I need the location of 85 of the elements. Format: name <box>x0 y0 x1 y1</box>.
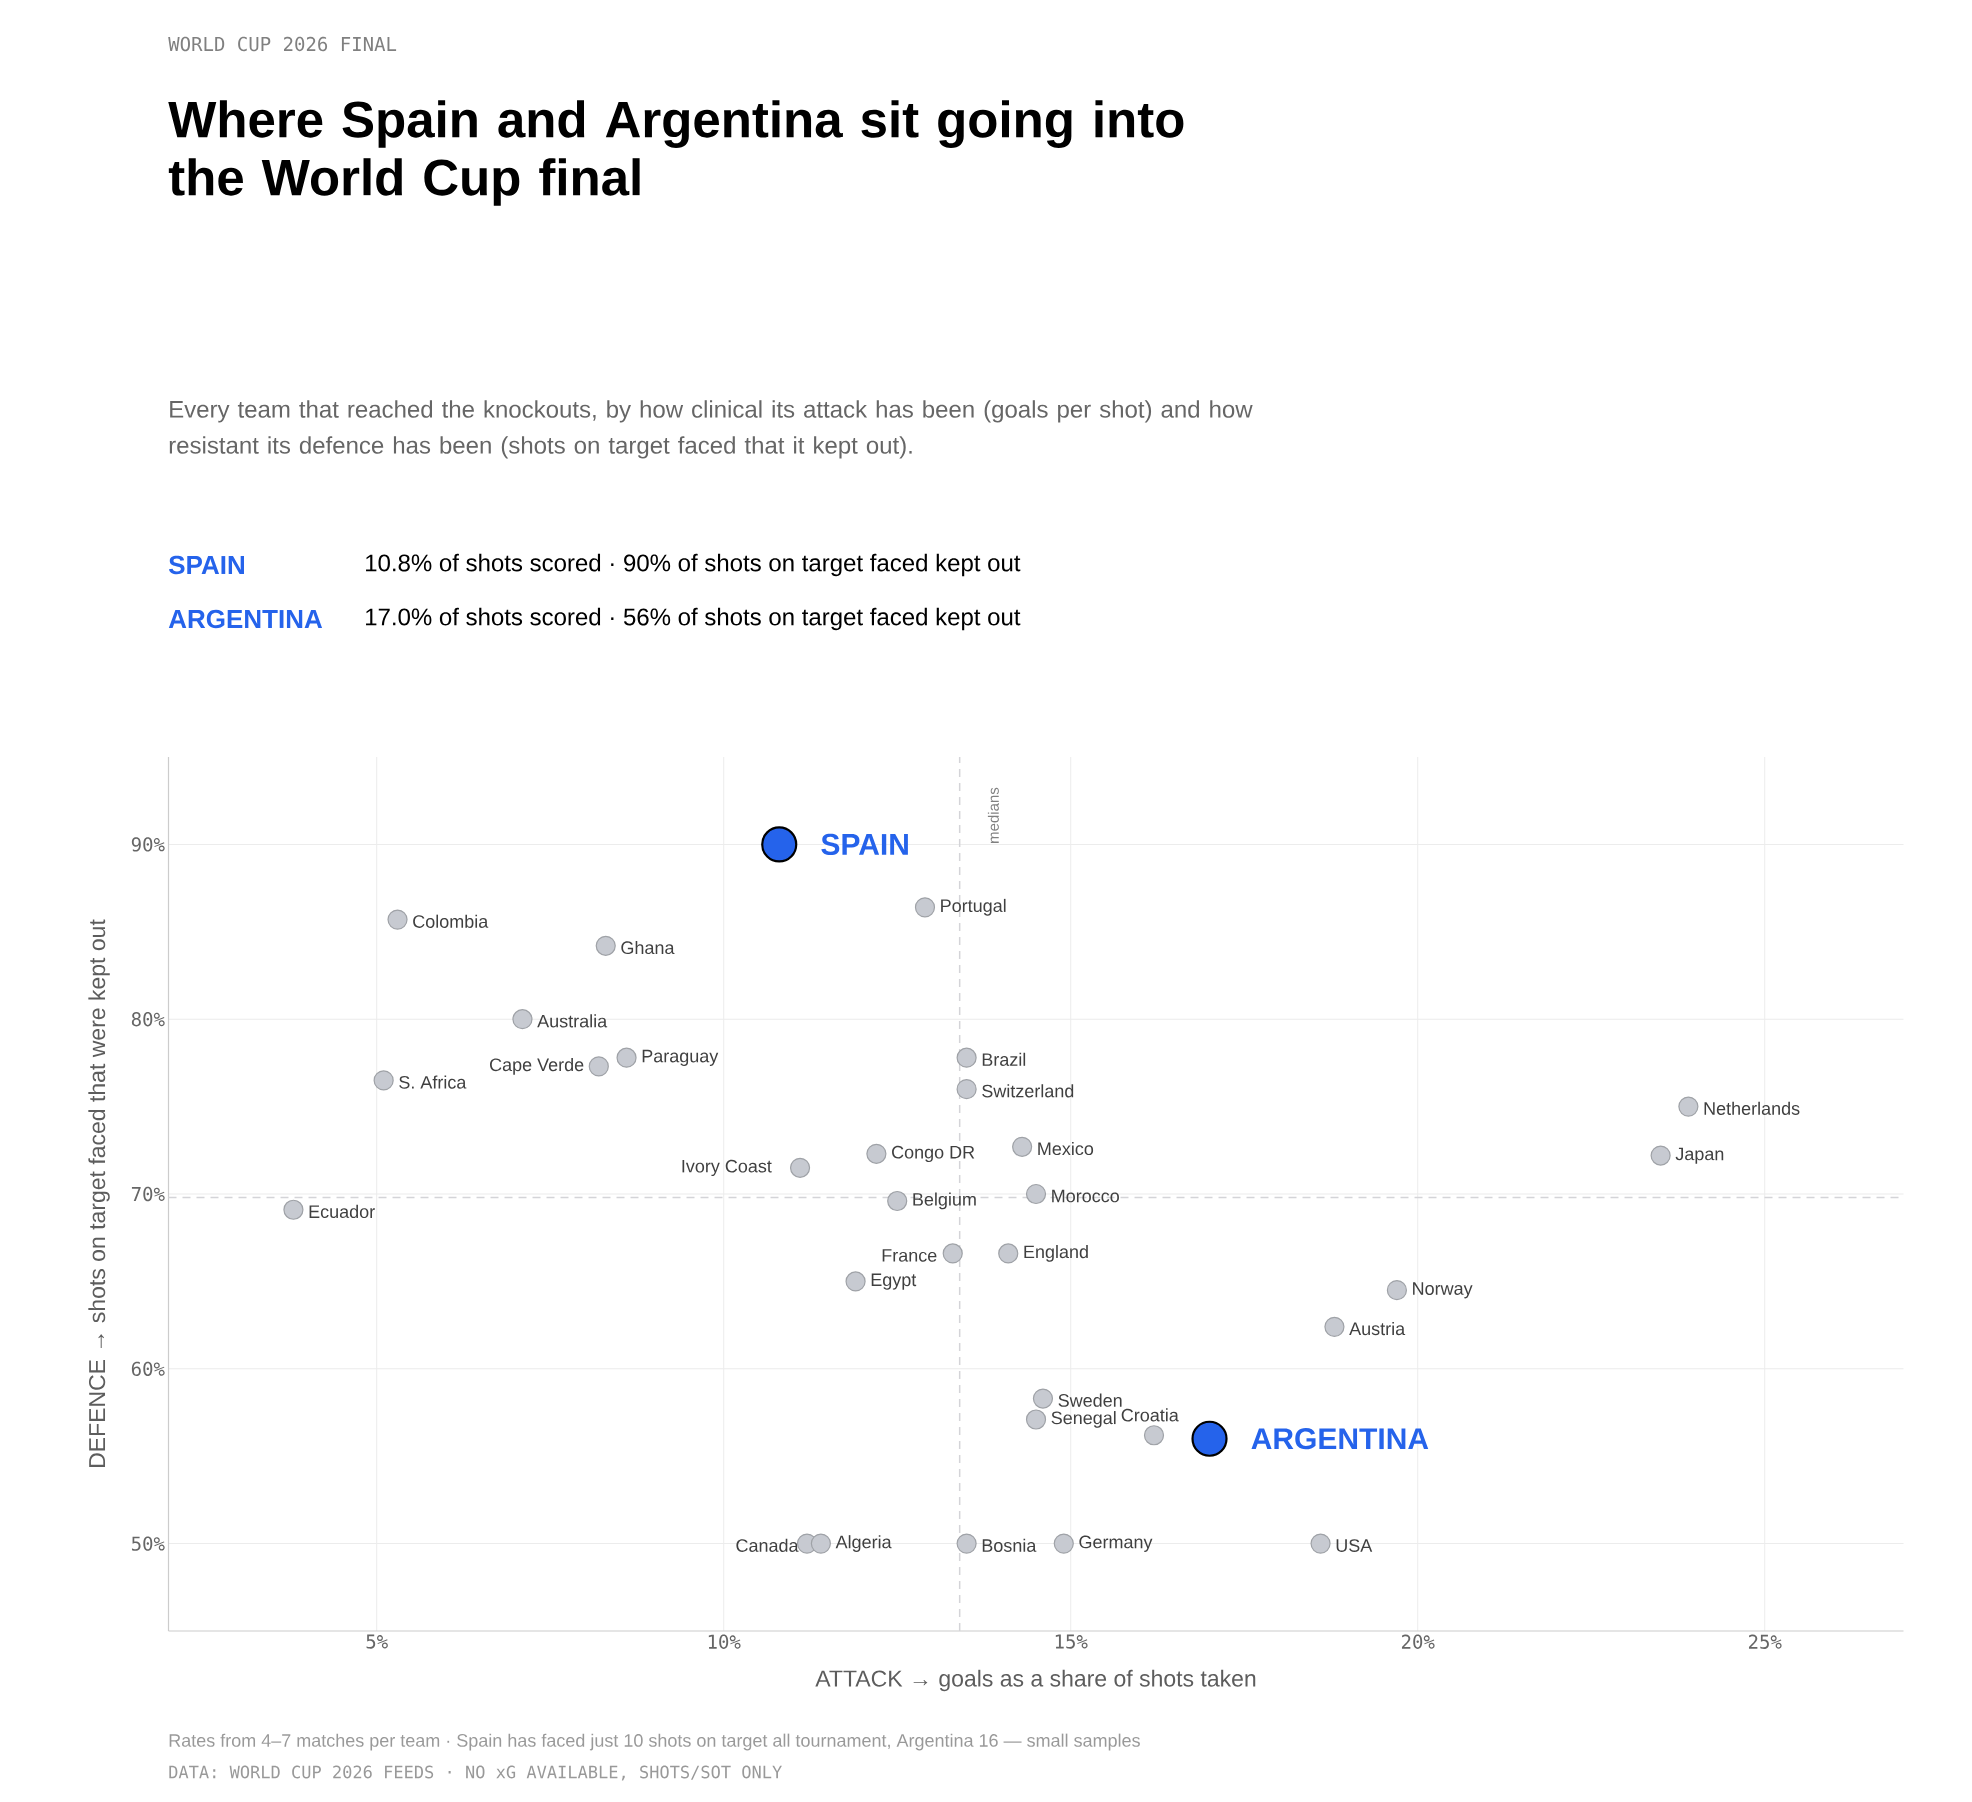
y-tick-label: 90% <box>131 837 165 852</box>
point <box>761 826 798 863</box>
point <box>512 1009 533 1030</box>
text: SPAIN <box>168 555 244 575</box>
x-tick-label: 20% <box>1401 1634 1435 1649</box>
annotation: Algeria <box>835 1535 892 1552</box>
chart-subtitle: Every team that reached the knockouts, by how clinical its attack has been (goals per shot) and how resistant its defence has been (shots on target faced that it kept out). <box>169 400 1253 459</box>
annotation: Japan <box>1675 1147 1724 1164</box>
point <box>942 1243 963 1264</box>
annotation: Sweden <box>1058 1393 1122 1407</box>
x-tick-label: 10% <box>708 1634 741 1649</box>
point <box>1678 1096 1699 1117</box>
point <box>1012 1136 1033 1157</box>
annotation: Paraguay <box>642 1049 719 1066</box>
annotation: Germany <box>1079 1535 1153 1552</box>
annotation: USA <box>1336 1539 1373 1552</box>
point <box>914 897 936 918</box>
point <box>1025 1183 1047 1205</box>
annotation: Cape Verde <box>490 1057 584 1075</box>
point <box>887 1190 908 1212</box>
annotation: England <box>1024 1244 1088 1262</box>
point <box>1032 1388 1054 1409</box>
point <box>956 1533 977 1554</box>
annotation: Croatia <box>1121 1408 1179 1422</box>
annotation: Ghana <box>621 940 675 955</box>
chart-title: Where Spain and Argentina sit going into the World Cup final <box>168 100 1184 206</box>
x-tick-label: 15% <box>1055 1634 1088 1649</box>
annotation: Portugal <box>941 898 1006 916</box>
point <box>789 1157 811 1178</box>
point <box>1025 1409 1047 1430</box>
y-tick-label: 50% <box>131 1536 165 1551</box>
point <box>998 1243 1019 1264</box>
annotation: Canada <box>736 1538 799 1552</box>
annotation: Morocco <box>1052 1189 1119 1203</box>
point <box>1191 1420 1228 1457</box>
annotation: S. Africa <box>399 1075 467 1089</box>
text: Rates from 4–7 matches per team · Spain has faced just 10 shots on target all tournament, Argentina 16 — small samples <box>169 1733 1140 1751</box>
text: DATA: WORLD CUP 2026 FEEDS · NO xG AVAILABLE, SHOTS/SOT ONLY <box>169 1765 782 1781</box>
annotation: SPAIN <box>821 833 908 856</box>
annotation: Ecuador <box>309 1204 375 1219</box>
y-tick-label: 60% <box>131 1361 165 1376</box>
annotation: Netherlands <box>1704 1101 1800 1115</box>
annotation: Australia <box>537 1014 608 1028</box>
annotation: Brazil <box>982 1052 1026 1066</box>
point <box>810 1533 831 1554</box>
point <box>956 1047 977 1068</box>
annotation: Norway <box>1413 1282 1473 1299</box>
point <box>866 1143 887 1164</box>
point <box>1324 1316 1345 1337</box>
point <box>373 1070 394 1091</box>
annotation: Congo DR <box>892 1145 975 1163</box>
point <box>387 909 408 930</box>
annotation: Ivory Coast <box>682 1159 772 1177</box>
text: 10.8% of shots scored · 90% of shots on target faced kept out <box>366 553 1021 577</box>
point <box>588 1056 609 1077</box>
annotation: Egypt <box>871 1273 917 1290</box>
ref-line-label: medians <box>987 787 999 843</box>
point <box>1053 1533 1074 1554</box>
point <box>616 1047 637 1068</box>
point <box>1650 1145 1671 1166</box>
point <box>1386 1280 1407 1301</box>
text: ARGENTINA <box>168 609 323 629</box>
annotation: Belgium <box>913 1192 976 1210</box>
y-tick-label: 70% <box>131 1186 165 1202</box>
point <box>956 1079 977 1100</box>
text: WORLD CUP 2026 FINAL <box>168 36 397 52</box>
annotation: Mexico <box>1038 1141 1094 1156</box>
annotation: Colombia <box>413 914 489 928</box>
text: 17.0% of shots scored · 56% of shots on target faced kept out <box>366 607 1021 631</box>
point <box>283 1199 304 1220</box>
point <box>595 935 616 956</box>
x-tick-label: 5% <box>366 1634 388 1649</box>
annotation: Bosnia <box>982 1538 1037 1552</box>
annotation: Senegal <box>1051 1411 1116 1428</box>
point <box>1143 1425 1165 1446</box>
y-axis-title: DEFENCE → shots on target faced that were kept out <box>88 919 110 1467</box>
point <box>1310 1533 1331 1554</box>
annotation: ARGENTINA <box>1251 1428 1429 1450</box>
annotation: Austria <box>1349 1321 1406 1336</box>
y-tick-label: 80% <box>131 1012 165 1027</box>
annotation: France <box>882 1249 937 1262</box>
x-tick-label: 25% <box>1748 1634 1782 1649</box>
point <box>845 1271 866 1292</box>
annotation: Switzerland <box>982 1084 1074 1098</box>
x-axis-title: ATTACK → goals as a share of shots taken <box>815 1669 1256 1692</box>
